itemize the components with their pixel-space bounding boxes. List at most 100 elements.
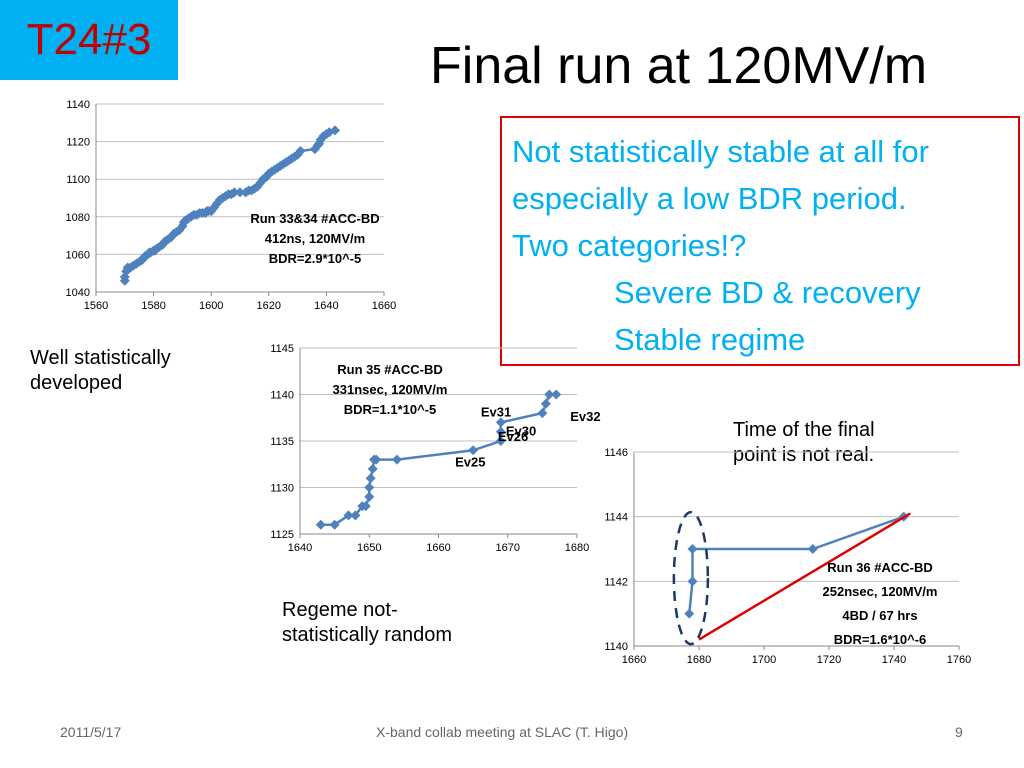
data-point (371, 454, 382, 465)
callout-box: Not statistically stable at all for espe… (500, 116, 1020, 366)
annotation-line: BDR=1.6*10^-6 (834, 632, 927, 647)
y-tick-label: 1100 (66, 174, 90, 186)
note-well-line2: developed (30, 372, 123, 394)
annotation-line: Run 33&34 #ACC-BD (250, 211, 379, 226)
x-tick-label: 1650 (357, 542, 381, 554)
note-regime: Regeme not- statistically random (282, 598, 452, 648)
x-tick-label: 1760 (947, 654, 971, 666)
annotation-line: 412ns, 120MV/m (265, 231, 365, 246)
y-tick-label: 1125 (270, 529, 294, 541)
y-tick-label: 1140 (66, 99, 90, 111)
x-tick-label: 1660 (622, 654, 646, 666)
chart-1: 1040 1060 1080 1100 1120 1140 1560 1580 1600 1620… (66, 99, 397, 312)
x-tick-label: 1640 (288, 542, 312, 554)
trend-line (698, 512, 911, 641)
footer-page-number: 9 (955, 724, 963, 740)
y-tick-label: 1144 (604, 512, 628, 524)
data-point (364, 482, 375, 493)
x-tick-label: 1580 (141, 300, 165, 312)
event-label: Ev25 (455, 454, 485, 469)
chart-3: 1140 1142 1144 1146 1660 1680 1700 1720 1740 1760… (604, 447, 971, 666)
y-tick-label: 1130 (270, 483, 294, 495)
data-point (687, 544, 698, 554)
data-point (807, 544, 818, 554)
note-time-line1: Time of the final (733, 419, 875, 441)
data-point (544, 389, 555, 400)
data-point (329, 519, 340, 530)
slide-title: Final run at 120MV/m (430, 37, 928, 95)
y-tick-label: 1060 (66, 249, 90, 261)
annotation-line: BDR=2.9*10^-5 (269, 251, 362, 266)
annotation-line: Run 36 #ACC-BD (827, 560, 932, 575)
y-tick-label: 1120 (66, 137, 90, 149)
data-point (330, 125, 341, 136)
event-label: Ev32 (570, 409, 600, 424)
data-point (360, 501, 371, 512)
data-point (235, 187, 245, 198)
data-point (540, 398, 551, 409)
x-tick-label: 1670 (496, 542, 520, 554)
y-tick-label: 1142 (604, 576, 628, 588)
data-point (495, 417, 506, 428)
note-well-line1: Well statistically (30, 347, 171, 369)
note-final-time: Time of the final point is not real. (733, 418, 875, 468)
callout-line-2: especially a low BDR period. (512, 181, 907, 216)
annotation-line: 331nsec, 120MV/m (333, 382, 448, 397)
data-point (315, 519, 326, 530)
data-point (295, 146, 306, 156)
data-point (367, 463, 378, 474)
data-point (364, 491, 375, 502)
data-point (684, 608, 695, 619)
y-tick-label: 1145 (270, 343, 294, 355)
data-point (343, 510, 354, 521)
x-tick-label: 1700 (752, 654, 776, 666)
x-tick-label: 1640 (314, 300, 338, 312)
event-label: Ev30 (506, 424, 536, 439)
callout-line-4: Severe BD & recovery (614, 275, 921, 310)
callout-line-1: Not statistically stable at all for (512, 134, 929, 169)
footer-title: X-band collab meeting at SLAC (T. Higo) (376, 724, 629, 740)
data-point (537, 408, 548, 419)
annotation-line: Run 35 #ACC-BD (337, 362, 442, 377)
note-well-developed: Well statistically developed (30, 346, 171, 396)
data-point (391, 454, 402, 465)
data-point (551, 389, 562, 400)
slide-tag: T24#3 (0, 0, 178, 80)
data-point (495, 436, 506, 446)
data-point (687, 576, 698, 587)
note-regime-line1: Regeme not- (282, 599, 398, 621)
data-point (229, 187, 240, 198)
event-label: Ev31 (481, 404, 511, 419)
y-tick-label: 1135 (270, 436, 294, 448)
y-tick-label: 1140 (604, 641, 628, 653)
annotation-line: 4BD / 67 hrs (842, 608, 917, 623)
note-time-line2: point is not real. (733, 444, 875, 466)
note-regime-line2: statistically random (282, 624, 453, 646)
y-tick-label: 1080 (66, 212, 90, 224)
data-point (350, 510, 361, 521)
x-tick-label: 1720 (817, 654, 841, 666)
footer-date: 2011/5/17 (60, 724, 122, 740)
cluster-ellipse (672, 510, 710, 646)
data-point (468, 445, 479, 456)
chart-2: 1125 1130 1135 1140 1145 1640 1650 1660 1670 1680… (270, 343, 600, 554)
x-tick-label: 1740 (882, 654, 906, 666)
event-label: Ev26 (498, 429, 528, 444)
x-tick-label: 1600 (199, 300, 223, 312)
annotation-line: 252nsec, 120MV/m (823, 584, 938, 599)
x-tick-label: 1680 (565, 542, 589, 554)
data-point (495, 426, 506, 437)
callout-line-5: Stable regime (614, 322, 806, 357)
x-tick-label: 1560 (84, 300, 108, 312)
data-point (365, 473, 376, 484)
callout-line-3: Two categories!? (512, 228, 747, 263)
y-tick-label: 1040 (66, 287, 90, 299)
annotation-line: BDR=1.1*10^-5 (344, 402, 437, 417)
x-tick-label: 1620 (257, 300, 281, 312)
y-tick-label: 1140 (270, 390, 294, 402)
x-tick-label: 1660 (372, 300, 396, 312)
x-tick-label: 1660 (426, 542, 450, 554)
x-tick-label: 1680 (687, 654, 711, 666)
y-tick-label: 1146 (604, 447, 628, 459)
